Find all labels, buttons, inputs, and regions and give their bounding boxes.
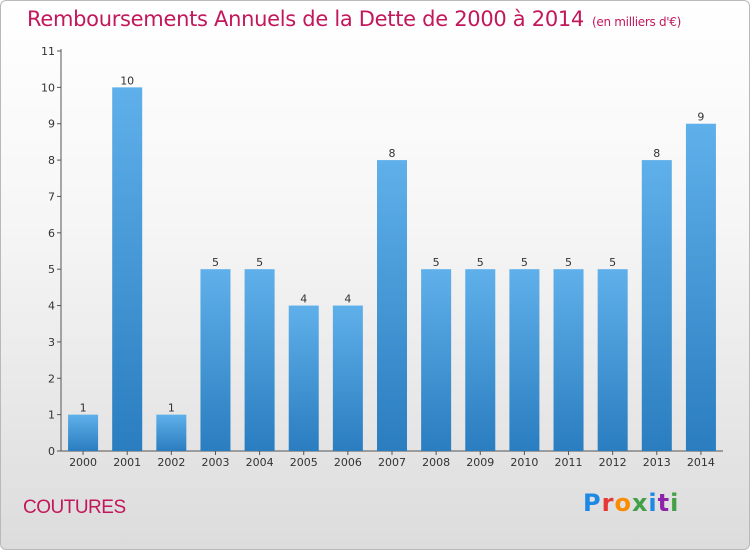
- y-tick-label: 11: [41, 45, 55, 58]
- x-tick-label: 2002: [157, 456, 185, 469]
- bar: [288, 305, 319, 451]
- y-tick-label: 4: [48, 300, 55, 313]
- bar: [465, 269, 496, 451]
- data-label: 8: [389, 147, 396, 160]
- bar: [553, 269, 584, 451]
- chart-data-labels: 1 10 1 5 5 4 4 8 5 5 5 5 5 8 9: [80, 74, 705, 414]
- bar: [509, 269, 540, 451]
- logo-letter: x: [631, 489, 649, 517]
- bar: [156, 414, 187, 451]
- x-tick-label: 2001: [113, 456, 141, 469]
- logo-letter: r: [601, 489, 615, 517]
- y-tick-label: 0: [48, 445, 55, 458]
- bar: [376, 160, 408, 451]
- bar: [597, 269, 628, 451]
- logo-letter: t: [657, 489, 671, 517]
- y-tick-label: 7: [48, 190, 55, 203]
- data-label: 4: [300, 293, 307, 306]
- proxiti-logo: Proxiti: [583, 489, 679, 517]
- y-tick-label: 8: [48, 154, 55, 167]
- bar: [421, 269, 452, 451]
- data-label: 8: [653, 147, 660, 160]
- data-label: 5: [521, 256, 528, 269]
- x-tick-label: 2008: [422, 456, 450, 469]
- logo-letter: o: [614, 489, 632, 517]
- x-tick-label: 2005: [290, 456, 318, 469]
- x-tick-label: 2014: [687, 456, 715, 469]
- data-label: 9: [697, 111, 704, 124]
- chart-bars: [68, 87, 716, 452]
- chart-title-text: Remboursements Annuels de la Dette de 20…: [27, 7, 584, 31]
- x-tick-label: 2011: [555, 456, 583, 469]
- chart-x-tick-labels: 2000 2001 2002 2003 2004 2005 2006 2007 2008 2009…: [69, 451, 715, 469]
- x-tick-label: 2013: [643, 456, 671, 469]
- y-tick-label: 5: [48, 263, 55, 276]
- bar: [68, 414, 99, 451]
- bar: [200, 269, 231, 451]
- bar: [641, 160, 672, 451]
- bar: [332, 305, 363, 451]
- y-tick-label: 10: [41, 81, 55, 94]
- bar: [685, 123, 716, 452]
- x-tick-label: 2006: [334, 456, 362, 469]
- logo-letter: i: [648, 489, 658, 517]
- bar: [244, 269, 275, 451]
- data-label: 5: [609, 256, 616, 269]
- logo-letter: i: [670, 489, 680, 517]
- data-label: 10: [120, 74, 134, 87]
- x-tick-label: 2003: [201, 456, 229, 469]
- x-tick-label: 2000: [69, 456, 97, 469]
- y-tick-label: 2: [48, 372, 55, 385]
- y-tick-label: 9: [48, 118, 55, 131]
- y-tick-label: 3: [48, 336, 55, 349]
- data-label: 5: [477, 256, 484, 269]
- x-tick-label: 2012: [599, 456, 627, 469]
- y-tick-label: 1: [48, 409, 55, 422]
- data-label: 4: [344, 293, 351, 306]
- bar: [112, 87, 143, 451]
- data-label: 5: [256, 256, 263, 269]
- data-label: 5: [565, 256, 572, 269]
- chart-y-tick-labels: 0 1 2 3 4 5 6 7 8 9 10 11: [41, 45, 61, 458]
- x-tick-label: 2007: [378, 456, 406, 469]
- town-name: COUTURES: [23, 497, 126, 518]
- x-tick-label: 2010: [510, 456, 538, 469]
- data-label: 5: [433, 256, 440, 269]
- data-label: 1: [80, 402, 87, 415]
- x-tick-label: 2009: [466, 456, 494, 469]
- y-tick-label: 6: [48, 227, 55, 240]
- x-tick-label: 2004: [246, 456, 274, 469]
- logo-letter: P: [583, 489, 602, 517]
- data-label: 1: [168, 402, 175, 415]
- chart-unit: (en milliers d'€): [592, 15, 682, 29]
- data-label: 5: [212, 256, 219, 269]
- chart-title: Remboursements Annuels de la Dette de 20…: [27, 7, 681, 31]
